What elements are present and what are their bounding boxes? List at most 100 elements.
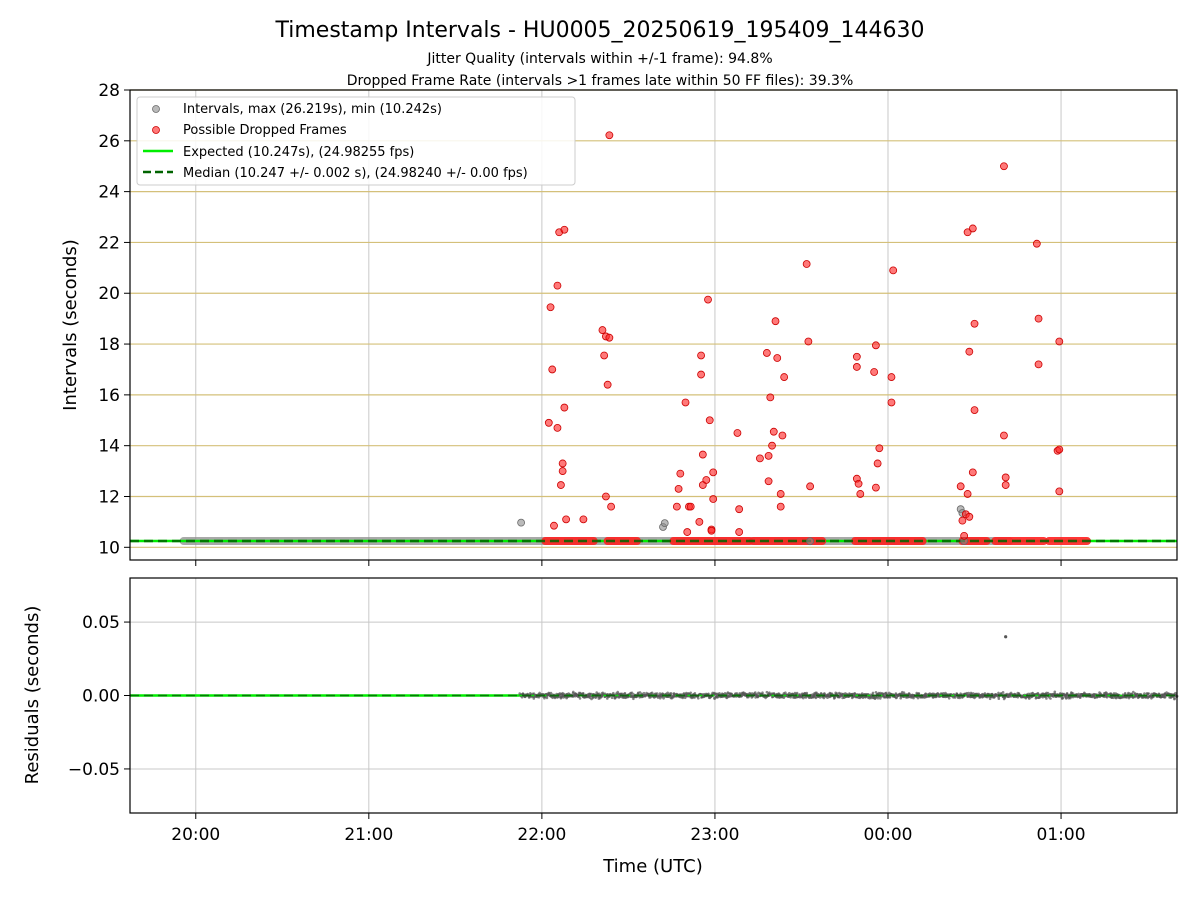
dropped-frame-point	[768, 441, 776, 450]
dropped-frame-point	[548, 365, 557, 374]
dropped-frame-point	[889, 266, 898, 275]
residual-point	[772, 692, 776, 695]
dropped-frame-point	[776, 490, 785, 498]
top-y-tick-label: 14	[98, 437, 120, 457]
bottom-y-tick-label: 0.00	[82, 687, 120, 707]
dropped-frame-point	[871, 483, 880, 492]
residual-point	[638, 691, 642, 694]
residual-point	[658, 696, 662, 700]
residual-point	[864, 696, 867, 699]
residual-point	[1045, 697, 1048, 700]
residual-point	[888, 696, 892, 699]
residual-point	[1046, 691, 1050, 695]
x-tick-label: 01:00	[1037, 825, 1086, 845]
dropped-frame-point	[544, 418, 553, 427]
residual-point	[572, 690, 575, 694]
dropped-frame-point	[681, 398, 690, 407]
top-y-tick-label: 28	[98, 81, 120, 101]
residual-point	[621, 692, 624, 696]
dropped-frame-point	[960, 531, 969, 540]
residual-point	[876, 696, 880, 700]
legend-label-dropped: Possible Dropped Frames	[183, 123, 347, 138]
residual-point	[953, 696, 957, 699]
dropped-frame-point	[579, 515, 588, 524]
interval-point	[517, 518, 526, 527]
dropped-frame-point	[553, 423, 562, 432]
dropped-frame-point	[778, 431, 787, 440]
dropped-frame-point	[598, 326, 607, 334]
residual-point	[814, 696, 818, 700]
residual-point	[1132, 690, 1135, 694]
dropped-frame-point	[709, 495, 718, 503]
residual-point	[873, 697, 877, 700]
residual-point	[1157, 692, 1161, 696]
top-panel: 10 12 14 16 18 20 22 24 26 28 Intervals (seconds)…	[60, 81, 1178, 566]
residual-point	[765, 690, 769, 694]
residual-outlier-point	[1004, 635, 1008, 639]
dropped-frame-point	[968, 224, 977, 233]
residual-point	[655, 692, 659, 695]
dropped-frame-point	[695, 517, 704, 526]
top-y-tick-label: 26	[98, 132, 120, 152]
dropped-frame-point	[764, 451, 773, 460]
residual-point	[936, 692, 939, 695]
dropped-frame-point	[697, 351, 705, 360]
top-y-tick-label: 16	[98, 386, 120, 406]
residual-point	[1109, 692, 1113, 695]
residual-point	[947, 697, 951, 700]
residual-point	[912, 696, 915, 700]
residual-point	[874, 691, 878, 694]
x-axis-label: Time (UTC)	[602, 856, 703, 877]
dropped-frame-point	[887, 373, 896, 381]
residual-point	[697, 697, 700, 700]
residual-point	[997, 697, 1001, 700]
dropped-frame-point	[771, 317, 780, 326]
residual-point	[740, 694, 744, 697]
dropped-frame-point	[871, 341, 880, 350]
dropped-frame-point	[709, 468, 718, 477]
residual-point	[1031, 691, 1034, 695]
dropped-frame-point	[676, 469, 685, 478]
dropped-frame-point	[560, 403, 569, 412]
interval-point	[660, 519, 669, 528]
dropped-frame-point	[773, 354, 782, 362]
dropped-frame-point	[780, 373, 789, 381]
top-plot-frame	[129, 89, 1178, 561]
residual-point	[689, 691, 692, 695]
legend-marker-intervals	[152, 105, 160, 113]
residual-point	[1147, 692, 1150, 695]
dropped-frame-point	[550, 521, 558, 530]
dropped-frame-point	[762, 349, 771, 357]
dropped-frame-point	[698, 450, 707, 459]
interval-point	[806, 537, 815, 546]
residual-point	[613, 696, 617, 700]
dropped-frame-point	[1000, 431, 1008, 440]
legend-label-intervals: Intervals, max (26.219s), min (10.242s)	[183, 102, 442, 117]
x-tick-label: 21:00	[344, 825, 393, 845]
dropped-frame-point	[1055, 487, 1064, 496]
residual-point	[916, 696, 920, 700]
residual-point	[917, 692, 921, 695]
bottom-y-tick-label: 0.05	[82, 613, 120, 633]
top-y-axis-label: Intervals (seconds)	[60, 239, 81, 411]
dropped-frame-point	[776, 502, 785, 511]
dropped-frame-point	[1055, 445, 1064, 454]
residual-point	[545, 696, 549, 700]
x-tick-label: 22:00	[517, 825, 566, 845]
dropped-frame-point	[546, 303, 555, 312]
dropped-frame-point	[856, 490, 865, 498]
dropped-frame-point	[804, 337, 813, 346]
dropped-frame-point	[764, 477, 773, 486]
dropped-frame-point	[603, 380, 612, 389]
residual-point	[693, 692, 697, 695]
dropped-frame-point	[963, 490, 972, 498]
residual-point	[1001, 691, 1005, 694]
legend-box	[136, 96, 576, 186]
dropped-frame-point	[672, 502, 681, 511]
residual-point	[623, 692, 627, 695]
dropped-frame-point	[707, 526, 716, 535]
dropped-frame-point	[557, 481, 565, 489]
dropped-frame-point	[756, 454, 764, 463]
residual-point	[1173, 697, 1176, 701]
